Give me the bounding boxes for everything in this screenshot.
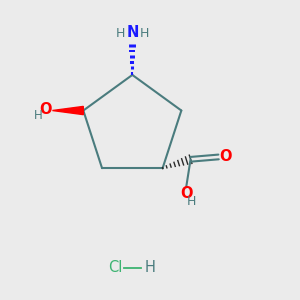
- Text: O: O: [219, 149, 231, 164]
- Polygon shape: [52, 106, 83, 115]
- Text: N: N: [126, 25, 139, 40]
- Text: H: H: [145, 260, 156, 275]
- Text: H: H: [140, 27, 149, 40]
- Text: O: O: [180, 186, 192, 201]
- Text: H: H: [116, 27, 125, 40]
- Text: H: H: [34, 109, 43, 122]
- Text: Cl: Cl: [108, 260, 122, 275]
- Text: O: O: [40, 102, 52, 117]
- Text: H: H: [187, 195, 196, 208]
